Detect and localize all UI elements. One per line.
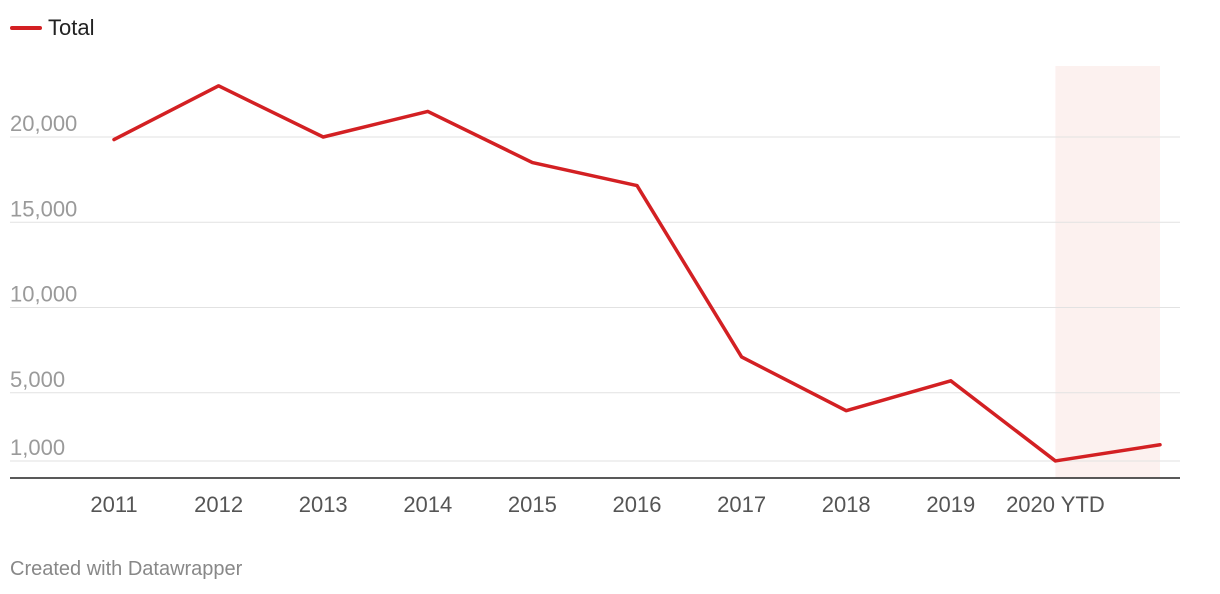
- legend-swatch: [10, 26, 42, 30]
- series-layer: [112, 84, 1162, 463]
- x-axis-ticks: 2011 2012 2013 2014 2015 2016 2017 2018 2019 2020…: [90, 492, 1104, 517]
- legend: Total: [10, 14, 94, 42]
- series-line-total: [112, 84, 1162, 463]
- x-tick-label: 2013: [299, 492, 348, 517]
- credit-text: Created with Datawrapper: [10, 558, 243, 580]
- highlight-layer: [1055, 66, 1160, 478]
- y-axis-ticks: 1,000 5,000 10,000 15,000 20,000: [10, 111, 77, 460]
- y-tick-label: 20,000: [10, 111, 77, 136]
- grid-layer: [10, 136, 1180, 479]
- y-tick-label: 15,000: [10, 196, 77, 221]
- x-tick-label: 2020 YTD: [1006, 492, 1105, 517]
- y-tick-label: 10,000: [10, 282, 77, 307]
- x-tick-label: 2011: [90, 492, 137, 517]
- x-tick-label: 2012: [194, 492, 243, 517]
- x-tick-label: 2017: [717, 492, 766, 517]
- highlight-band: [1055, 66, 1160, 478]
- x-tick-label: 2015: [508, 492, 557, 517]
- x-tick-label: 2019: [926, 492, 975, 517]
- y-tick-label: 1,000: [10, 435, 65, 460]
- y-tick-label: 5,000: [10, 367, 65, 392]
- x-tick-label: 2014: [403, 492, 452, 517]
- x-tick-label: 2018: [822, 492, 871, 517]
- legend-label: Total: [48, 15, 95, 40]
- x-tick-label: 2016: [613, 492, 662, 517]
